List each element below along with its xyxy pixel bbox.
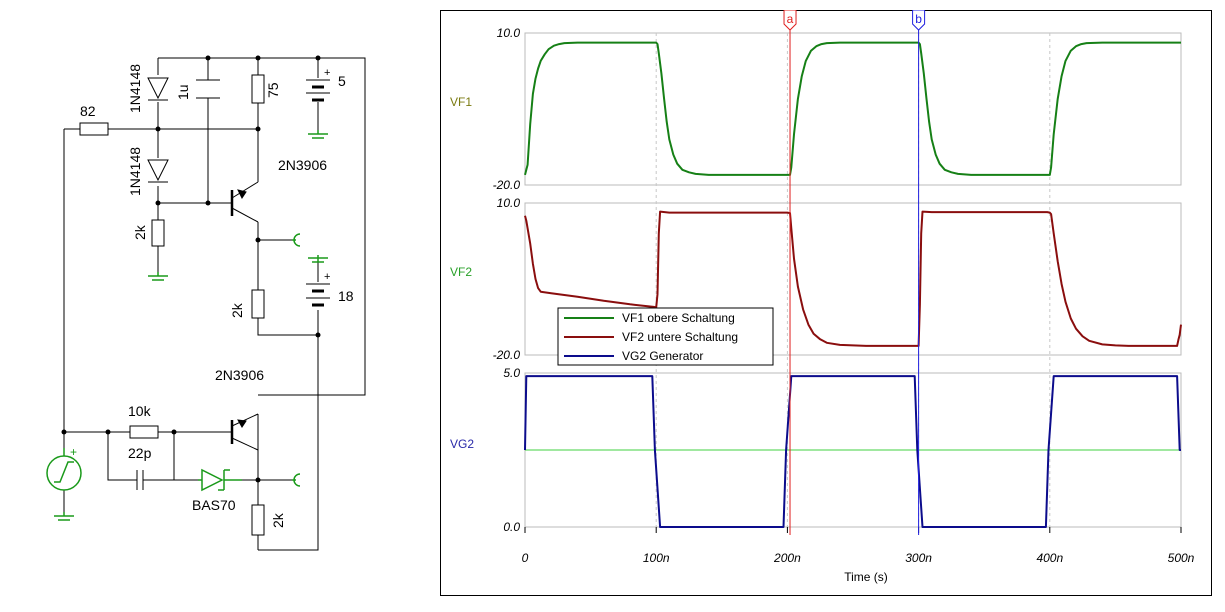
vg2-ytick-top: 5.0 xyxy=(503,366,520,380)
label-r82: 82 xyxy=(80,103,96,119)
battery-18v xyxy=(306,283,330,307)
panel-label-vf1: VF1 xyxy=(450,95,472,109)
resistor-75 xyxy=(251,74,265,104)
label-2k-bot: 2k xyxy=(270,512,286,528)
capacitor-1u xyxy=(196,79,220,99)
output-terminal-top xyxy=(292,233,301,247)
label-c22p: 22p xyxy=(128,445,152,461)
label-2k-left: 2k xyxy=(132,224,148,240)
label-bat5: 5 xyxy=(338,73,346,89)
wire-top-rail xyxy=(158,57,366,396)
label-r75: 75 xyxy=(265,82,281,98)
label-2k-mid: 2k xyxy=(229,302,245,318)
vf1-ytick-top: 10.0 xyxy=(497,26,521,40)
label-d1: 1N4148 xyxy=(127,64,143,113)
label-c1: 1u xyxy=(175,84,191,100)
label-bat18: 18 xyxy=(338,288,354,304)
diode-1n4148-top xyxy=(147,77,169,101)
ground-symbol-bat18 xyxy=(308,255,328,263)
panel-label-vf2: VF2 xyxy=(450,265,472,279)
label-r10k: 10k xyxy=(128,403,152,419)
x-ticks: 0 100n 200n 300n 400n 500n xyxy=(522,527,1195,565)
resistor-2k-left xyxy=(151,219,165,247)
label-q2: 2N3906 xyxy=(215,367,264,383)
x-tick-label: 500n xyxy=(1168,551,1195,565)
x-tick-label: 100n xyxy=(643,551,670,565)
battery-5v xyxy=(306,79,330,102)
vg2-ytick-bottom: 0.0 xyxy=(503,520,520,534)
vf2-ytick-top: 10.0 xyxy=(497,196,521,210)
label-d2: 1N4148 xyxy=(127,147,143,196)
series-layer xyxy=(524,41,1182,528)
diode-1n4148-bottom xyxy=(147,159,169,183)
resistor-82 xyxy=(79,122,109,136)
ground-symbol-gen xyxy=(54,512,74,521)
legend: VF1 obere Schaltung VF2 untere Schaltung… xyxy=(557,307,774,366)
plus-bat5: + xyxy=(324,67,330,79)
series-line-vg2 xyxy=(524,375,1181,528)
wire-q1-col xyxy=(257,222,318,336)
vf1-ytick-bottom: -20.0 xyxy=(493,178,521,192)
legend-item-vg2: VG2 Generator xyxy=(622,349,703,363)
label-q1: 2N3906 xyxy=(278,157,327,173)
grid-verticals xyxy=(655,33,1051,527)
legend-item-vf2: VF2 untere Schaltung xyxy=(622,330,738,344)
wire-bat18 xyxy=(258,262,319,551)
x-tick-label: 200n xyxy=(773,551,801,565)
cursor-label-a: a xyxy=(787,12,794,26)
plot-frame xyxy=(440,10,1212,596)
x-tick-label: 0 xyxy=(522,551,529,565)
plus-bat18: + xyxy=(324,271,330,283)
resistor-2k-bot xyxy=(251,504,265,536)
cursor-handle-a[interactable] xyxy=(783,10,797,31)
x-tick-label: 400n xyxy=(1036,551,1063,565)
ground-symbol-bat5 xyxy=(308,130,328,139)
diode-bas70 xyxy=(198,468,242,492)
legend-item-vf1: VF1 obere Schaltung xyxy=(622,311,735,325)
plus-gen: + xyxy=(70,445,77,459)
vf2-ytick-bottom: -20.0 xyxy=(493,348,521,362)
resistor-10k xyxy=(129,425,159,439)
x-axis-label: Time (s) xyxy=(844,570,888,584)
resistor-2k-mid xyxy=(251,289,265,319)
series-line-vf2 xyxy=(524,210,1182,347)
transistor-q2 xyxy=(230,413,259,451)
ground-symbol-left xyxy=(148,272,168,281)
signal-generator xyxy=(46,448,82,491)
capacitor-22p xyxy=(136,470,144,490)
label-bas70: BAS70 xyxy=(192,497,236,513)
oscilloscope-plot: 10.0 -20.0 10.0 -20.0 5.0 0.0 VF1 VF2 VG… xyxy=(450,10,1195,584)
circuit-schematic: 82 1N4148 1N4148 1u 75 5 2N3906 2k 2k 18… xyxy=(46,55,366,551)
panel-label-vg2: VG2 xyxy=(450,437,474,451)
output-terminal-bottom xyxy=(292,473,301,487)
x-tick-label: 300n xyxy=(905,551,932,565)
cursor-handle-b[interactable] xyxy=(912,10,926,31)
wire-r82 xyxy=(63,128,258,455)
transistor-q1 xyxy=(230,181,259,223)
series-line-vf1 xyxy=(524,41,1181,176)
cursor-label-b: b xyxy=(915,12,922,26)
